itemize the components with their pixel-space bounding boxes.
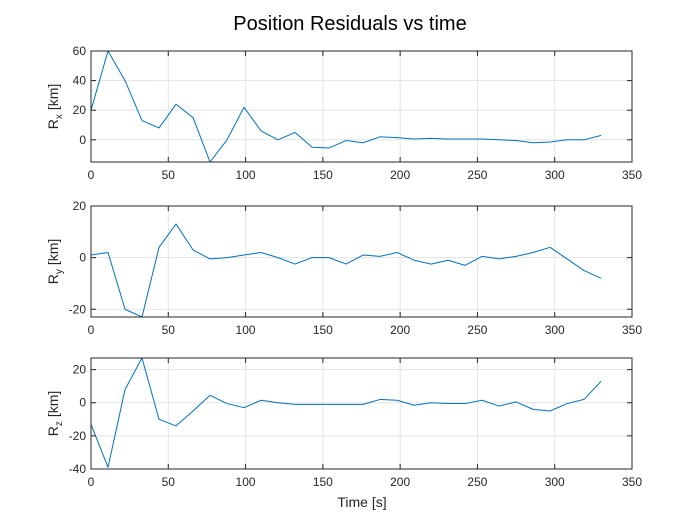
x-tick-label: 100 <box>236 168 256 182</box>
y-tick-label: 20 <box>73 103 87 117</box>
subplot-3: 0 50 100 150 200 250 300 350 -40 -20 0 20 Rz [km] <box>45 357 642 489</box>
y-axis-label-unit: [km] <box>45 239 61 265</box>
x-tick-label: 300 <box>545 323 565 337</box>
y-axis-label-main: R <box>45 426 61 436</box>
y-axis-label-subscript: x <box>54 114 65 119</box>
x-tick-label: 100 <box>236 323 256 337</box>
x-tick-label: 150 <box>313 168 333 182</box>
x-axis-label: Time [s] <box>337 494 386 510</box>
plot-area <box>91 206 632 317</box>
y-axis-label-subscript: y <box>54 269 65 274</box>
y-tick-label: 0 <box>79 133 86 147</box>
x-tick-label: 250 <box>467 168 487 182</box>
y-tick-label: 40 <box>73 74 87 88</box>
x-tick-label: 350 <box>622 168 642 182</box>
y-tick-label: -20 <box>69 302 87 316</box>
x-tick-label: 250 <box>467 323 487 337</box>
series-line-1 <box>90 50 602 163</box>
y-tick-label: 20 <box>73 363 87 377</box>
x-tick-label: 0 <box>88 168 95 182</box>
y-tick-label: -40 <box>69 462 87 476</box>
plot-area <box>91 51 632 162</box>
x-tick-label: 50 <box>162 475 176 489</box>
y-axis-label-main: R <box>45 274 61 284</box>
plot-area <box>91 358 632 469</box>
y-axis-label-unit: [km] <box>45 84 61 110</box>
series-line-1 <box>90 357 602 468</box>
x-tick-label: 350 <box>622 475 642 489</box>
x-tick-label: 150 <box>313 475 333 489</box>
y-tick-label: 20 <box>73 199 87 213</box>
figure-title: Position Residuals vs time <box>233 13 466 35</box>
x-tick-label: 0 <box>88 323 95 337</box>
y-axis-label-main: R <box>45 119 61 129</box>
series-line-1 <box>90 223 602 318</box>
y-tick-label: 0 <box>79 251 86 265</box>
x-tick-label: 50 <box>162 323 176 337</box>
x-tick-label: 200 <box>390 323 410 337</box>
y-tick-label: 60 <box>73 44 87 58</box>
y-axis-label: Rz [km] <box>45 391 65 437</box>
y-axis-label: Ry [km] <box>45 239 65 285</box>
x-tick-label: 50 <box>162 168 176 182</box>
x-tick-label: 200 <box>390 168 410 182</box>
x-tick-label: 0 <box>88 475 95 489</box>
y-tick-label: -20 <box>69 429 87 443</box>
x-tick-label: 300 <box>545 475 565 489</box>
x-tick-label: 300 <box>545 168 565 182</box>
y-axis-label: Rx [km] <box>45 84 65 130</box>
axes-frame <box>90 50 633 163</box>
x-tick-label: 250 <box>467 475 487 489</box>
y-tick-label: 0 <box>79 396 86 410</box>
x-tick-label: 350 <box>622 323 642 337</box>
axes-frame <box>90 205 633 318</box>
x-tick-label: 100 <box>236 475 256 489</box>
subplot-1: 0 50 100 150 200 250 300 350 0 20 40 60 Rx [km] <box>45 44 642 182</box>
y-axis-label-subscript: z <box>54 421 65 426</box>
y-axis-label-unit: [km] <box>45 391 61 417</box>
axes-frame <box>90 357 633 470</box>
x-tick-label: 150 <box>313 323 333 337</box>
x-tick-label: 200 <box>390 475 410 489</box>
